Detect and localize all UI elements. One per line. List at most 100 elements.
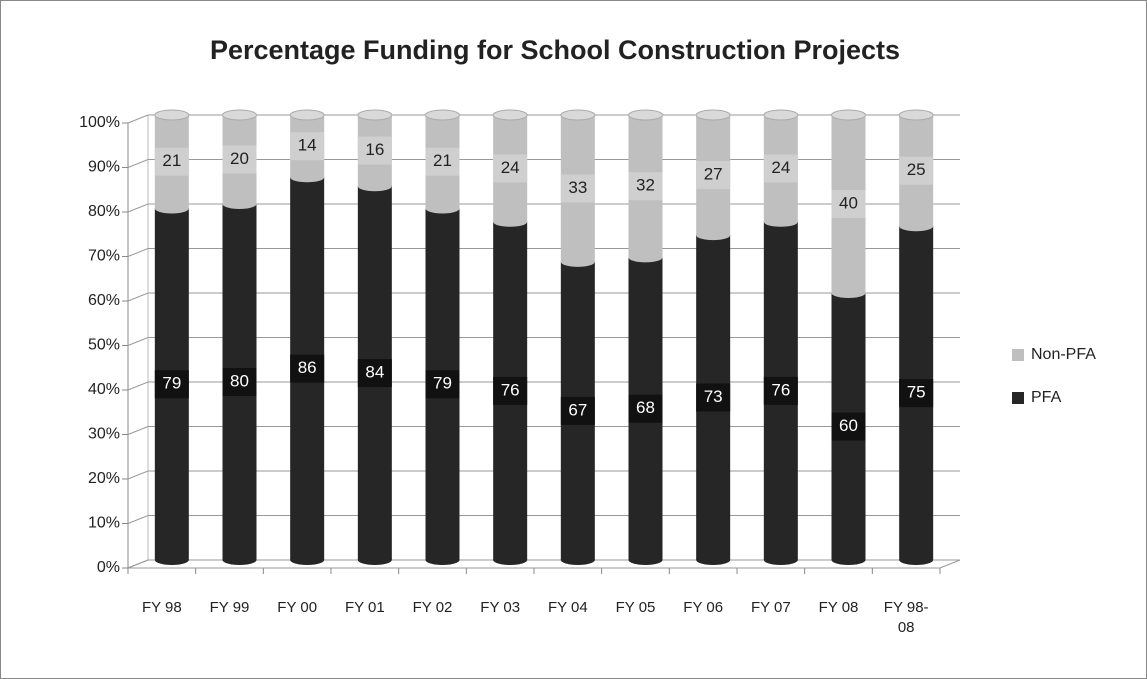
x-tick-label: FY 98 xyxy=(141,599,182,616)
grid-line xyxy=(127,381,960,391)
data-label: 20 xyxy=(230,149,249,168)
data-label: 76 xyxy=(771,380,790,399)
x-tick-label: FY 98-08 xyxy=(883,599,929,636)
legend-swatch xyxy=(1012,392,1024,404)
data-label: 24 xyxy=(501,158,520,177)
y-tick-label: 0% xyxy=(97,559,120,576)
bar-top-cap xyxy=(492,109,528,121)
data-label-box xyxy=(222,145,257,174)
x-tick-label: FY 02 xyxy=(412,599,453,616)
x-tick-label: FY 03 xyxy=(480,599,521,616)
data-label-box xyxy=(696,161,731,190)
bar-top-cap xyxy=(831,109,866,121)
bar-top-cap xyxy=(695,109,731,121)
data-label: 16 xyxy=(365,140,384,159)
x-tick-label: FY 01 xyxy=(344,599,385,616)
grid-line xyxy=(127,559,960,569)
x-tick-label: FY 05 xyxy=(615,599,656,616)
bar-top-cap xyxy=(763,109,799,121)
bar-top-cap xyxy=(425,109,460,121)
grid-line xyxy=(127,337,960,346)
data-label: 24 xyxy=(771,158,790,177)
legend-label: PFA xyxy=(1031,389,1062,406)
data-label: 73 xyxy=(704,387,723,406)
data-label: 33 xyxy=(568,178,587,197)
data-label-box xyxy=(560,396,595,425)
data-label: 84 xyxy=(365,363,384,382)
x-tick-label: FY 99 xyxy=(209,599,250,616)
data-label-box xyxy=(493,154,528,183)
data-label: 80 xyxy=(230,371,249,390)
bar-top-cap xyxy=(628,109,663,121)
data-label: 21 xyxy=(433,151,452,170)
grid-line xyxy=(127,248,960,257)
bar-top-cap xyxy=(222,109,257,121)
y-tick-label: 100% xyxy=(79,114,120,131)
data-label-box xyxy=(560,174,595,203)
x-tick-label: FY 08 xyxy=(818,599,859,616)
data-label-box xyxy=(628,394,663,423)
grid-line xyxy=(127,114,960,124)
data-label-box xyxy=(899,379,934,408)
x-tick-label: FY 06 xyxy=(683,599,724,616)
data-label: 25 xyxy=(907,160,926,179)
y-tick-label: 50% xyxy=(88,337,120,354)
legend-label: Non-PFA xyxy=(1031,346,1096,363)
y-tick-label: 30% xyxy=(88,426,120,443)
data-label-box xyxy=(696,383,731,412)
data-label: 40 xyxy=(839,193,858,212)
data-label: 68 xyxy=(636,398,655,417)
data-label-box xyxy=(290,132,325,161)
data-label: 79 xyxy=(433,374,452,393)
data-label-box xyxy=(425,147,460,176)
x-tick-label: FY 04 xyxy=(547,599,588,616)
y-tick-label: 10% xyxy=(88,515,120,532)
bar-top-cap xyxy=(289,109,325,121)
data-label-box xyxy=(425,370,460,399)
chart-title: Percentage Funding for School Constructi… xyxy=(210,35,900,65)
y-tick-label: 20% xyxy=(88,470,120,487)
data-label: 32 xyxy=(636,176,655,195)
grid-line xyxy=(127,470,960,480)
data-label-box xyxy=(493,376,528,405)
data-label-box xyxy=(154,370,189,399)
bar-top-cap xyxy=(898,109,934,121)
data-label: 67 xyxy=(568,400,587,419)
grid-line xyxy=(127,515,960,524)
y-tick-label: 70% xyxy=(88,248,120,265)
data-label-box xyxy=(763,154,798,183)
data-label: 14 xyxy=(298,136,317,155)
data-label-box xyxy=(357,359,392,388)
grid-line xyxy=(127,159,960,168)
data-label-box xyxy=(222,368,257,396)
y-tick-label: 80% xyxy=(88,203,120,220)
data-label-box xyxy=(290,354,325,383)
x-tick-label: FY 07 xyxy=(750,599,791,616)
data-label-box xyxy=(899,156,934,185)
y-tick-label: 40% xyxy=(88,381,120,398)
y-tick-label: 90% xyxy=(88,159,120,176)
grid-line xyxy=(127,426,960,435)
data-label: 27 xyxy=(704,165,723,184)
data-label: 21 xyxy=(162,151,181,170)
data-label-box xyxy=(763,376,798,405)
data-label: 60 xyxy=(839,416,858,435)
data-label-box xyxy=(154,147,189,176)
data-label: 86 xyxy=(298,358,317,377)
data-label-box xyxy=(831,412,866,441)
data-label: 76 xyxy=(501,380,520,399)
grid-line xyxy=(127,292,960,302)
data-label-box xyxy=(357,136,392,165)
data-label-box xyxy=(831,190,866,218)
x-tick-label: FY 00 xyxy=(277,599,318,616)
data-label: 79 xyxy=(162,374,181,393)
bar-top-cap xyxy=(560,109,596,121)
bar-top-cap xyxy=(357,109,393,121)
bar-top-cap xyxy=(154,109,190,121)
data-label: 75 xyxy=(907,383,926,402)
legend-swatch xyxy=(1012,349,1024,361)
y-tick-label: 60% xyxy=(88,292,120,309)
grid-line xyxy=(127,203,960,213)
